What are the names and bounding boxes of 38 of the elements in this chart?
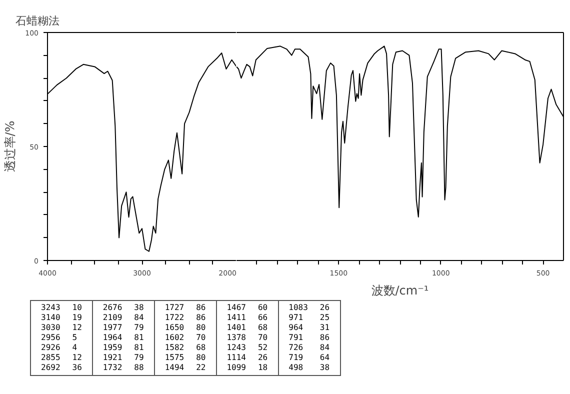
text: 1083 26 — [288, 303, 330, 312]
text: 1494 22 — [164, 363, 206, 372]
text: 1964 81 — [102, 333, 144, 342]
text: 1575 80 — [164, 353, 206, 362]
text: 1378 70 — [226, 333, 268, 342]
text: 1602 70 — [164, 333, 206, 342]
text: 3243 10 — [41, 303, 82, 312]
text: 2855 12 — [41, 353, 82, 362]
text: 726 84 — [288, 343, 330, 352]
text: 791 86 — [288, 333, 330, 342]
text: 1921 79 — [102, 353, 144, 362]
chart-title: 石蜡糊法 — [16, 14, 60, 28]
text: 1411 66 — [226, 313, 268, 322]
x-axis-title: 波数/cm⁻¹ — [371, 284, 429, 298]
text: 2109 84 — [102, 313, 144, 322]
text: 971 25 — [288, 313, 330, 322]
text: 2676 38 — [102, 303, 144, 312]
text: 1959 81 — [102, 343, 144, 352]
text: 3140 19 — [41, 313, 82, 322]
text: 1650 80 — [164, 323, 206, 332]
text: 719 64 — [288, 353, 330, 362]
y-axis-title: 透过率/% — [3, 120, 18, 172]
text: 1401 68 — [226, 323, 268, 332]
text: 1732 88 — [102, 363, 144, 372]
text: 1243 52 — [226, 343, 268, 352]
text: 2956 5 — [41, 333, 78, 342]
text: 1977 79 — [102, 323, 144, 332]
text: 1467 60 — [226, 303, 268, 312]
text: 1114 26 — [226, 353, 268, 362]
text: 1727 86 — [164, 303, 206, 312]
text: 2926 4 — [41, 343, 78, 352]
text: 1722 86 — [164, 313, 206, 322]
text: 964 31 — [288, 323, 330, 332]
text: 3030 12 — [41, 323, 82, 332]
text: 498 38 — [288, 363, 330, 372]
text: 1582 68 — [164, 343, 206, 352]
text: 1099 18 — [226, 363, 268, 372]
text: 2692 36 — [41, 363, 82, 372]
